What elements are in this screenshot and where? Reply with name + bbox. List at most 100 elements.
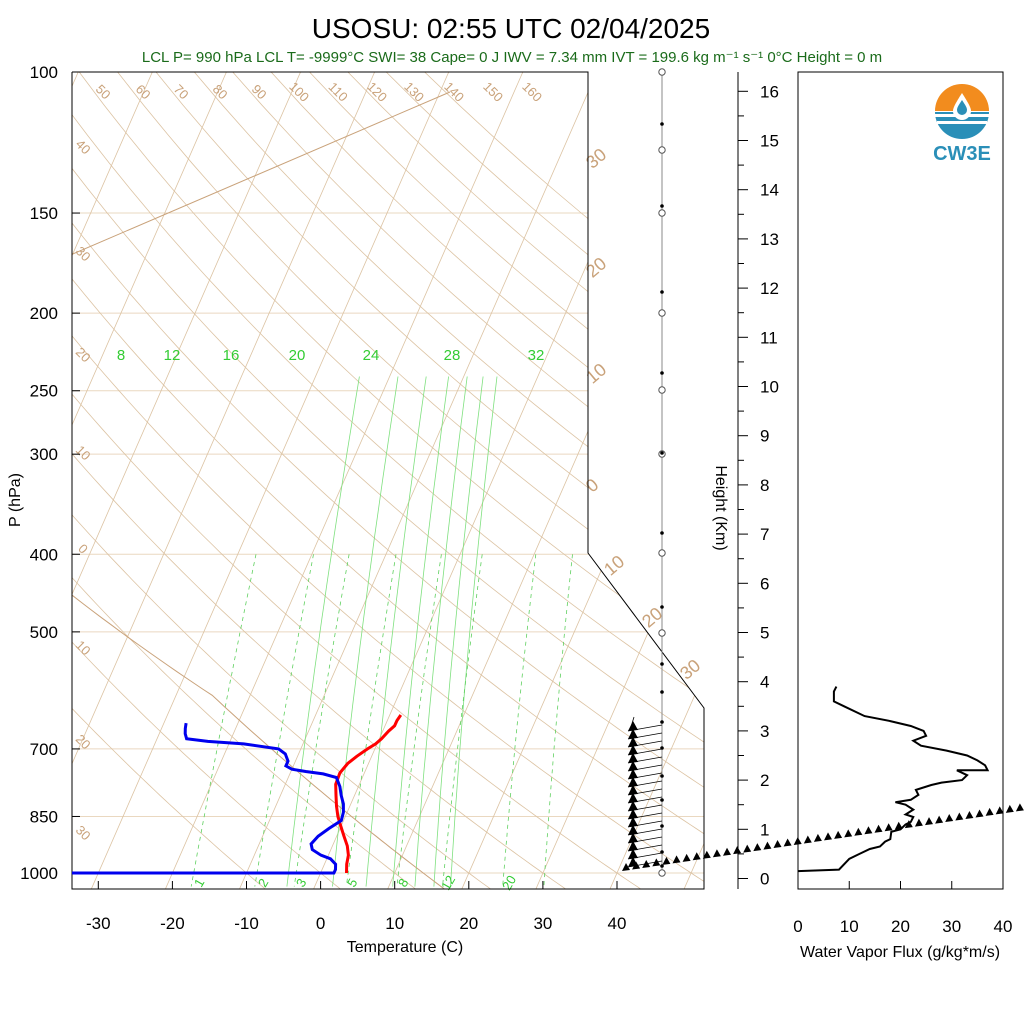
- level-dot: [660, 662, 664, 666]
- mixing-ratio-line: [433, 376, 484, 887]
- mixing-ratio-label: 28: [444, 347, 461, 364]
- wind-flag: [995, 806, 1004, 815]
- dry-adiabat-label: 60: [133, 81, 154, 102]
- mixing-ratio-dashed: [543, 554, 573, 887]
- pressure-tick-label: 1000: [20, 864, 58, 883]
- dry-adiabat-label: 120: [364, 79, 390, 105]
- dry-adiabat: [72, 72, 704, 889]
- mixing-ratio-label: 20: [499, 873, 519, 893]
- wind-flag: [1015, 803, 1024, 812]
- wind-flag: [628, 841, 638, 851]
- dry-adiabat-label: 160: [519, 79, 545, 105]
- height-tick-label: 5: [760, 624, 769, 643]
- dry-adiabat-label: 90: [249, 81, 270, 102]
- dry-adiabat: [72, 72, 704, 889]
- flux-frame: [797, 71, 1004, 890]
- wind-flag: [628, 729, 638, 739]
- temperature-tick-label: 30: [533, 914, 552, 933]
- wind-flag: [803, 835, 812, 844]
- isotherm-line: [535, 72, 704, 889]
- wind-barbs: [622, 68, 1024, 877]
- calm-circle: [658, 209, 666, 217]
- pressure-tick-label: 850: [30, 807, 58, 826]
- level-dot: [660, 798, 664, 802]
- height-tick-label: 13: [760, 230, 779, 249]
- mixing-ratio-line: [450, 376, 498, 887]
- wind-flag: [628, 721, 638, 731]
- mixing-ratio-line: [365, 376, 427, 887]
- wind-flag: [854, 827, 863, 836]
- mixing-ratio-label: 20: [289, 347, 306, 364]
- sounding-series: [72, 714, 403, 875]
- isotherm-line: [0, 72, 4, 890]
- wind-flag: [628, 761, 638, 771]
- wind-flag: [925, 817, 933, 826]
- mixing-ratio-dashed: [254, 554, 314, 887]
- height-axis-label: Height (Km): [712, 465, 729, 550]
- height-tick-label: 9: [760, 427, 769, 446]
- height-tick-label: 0: [760, 870, 769, 889]
- dewpoint-profile: [72, 722, 345, 875]
- isotherm-line: [72, 72, 301, 889]
- dry-adiabat: [78, 72, 704, 889]
- level-dot: [660, 531, 664, 535]
- mixing-ratio-label: 12: [438, 873, 458, 893]
- height-tick-label: 10: [760, 378, 779, 397]
- flux-tick-label: 20: [891, 917, 910, 936]
- wind-flag: [773, 840, 782, 849]
- height-tick-label: 7: [760, 525, 769, 544]
- cw3e-logo: CW3E: [933, 84, 991, 165]
- chart-subtitle: LCL P= 990 hPa LCL T= -9999°C SWI= 38 Ca…: [142, 49, 882, 66]
- wind-flag: [628, 753, 638, 763]
- isotherm-line: [312, 72, 672, 889]
- isotherm-label: 30: [582, 144, 610, 172]
- chart-title: USOSU: 02:55 UTC 02/04/2025: [312, 13, 710, 44]
- height-tick-label: 8: [760, 476, 769, 495]
- wind-flag: [955, 812, 964, 821]
- dry-adiabat: [72, 72, 704, 889]
- calm-circle: [658, 309, 666, 317]
- wind-flag: [682, 853, 691, 862]
- pressure-tick-label: 150: [30, 204, 58, 223]
- isotherm-label: 30: [676, 655, 704, 683]
- wind-flag: [628, 809, 638, 819]
- logo-text: CW3E: [933, 143, 991, 165]
- mixing-ratio-label: 16: [223, 347, 240, 364]
- wind-flag: [628, 801, 638, 811]
- dry-adiabat: [347, 72, 704, 889]
- skewt-grid: [0, 72, 704, 890]
- isotherm-line: [164, 72, 524, 889]
- height-tick-label: 2: [760, 771, 769, 790]
- height-tick-label: 12: [760, 279, 779, 298]
- dry-adiabat: [72, 72, 417, 889]
- dry-adiabat-label: 30: [73, 822, 94, 843]
- level-dot: [660, 204, 664, 208]
- dry-adiabat-label: 130: [401, 79, 427, 105]
- mixing-ratio-label: 24: [363, 347, 380, 364]
- dry-adiabat-label: 140: [441, 79, 467, 105]
- calm-circle: [658, 869, 666, 877]
- pressure-tick-label: 300: [30, 445, 58, 464]
- pressure-tick-label: 400: [30, 545, 58, 564]
- wind-flag: [628, 833, 638, 843]
- pressure-tick-label: 100: [30, 63, 58, 82]
- level-dot: [660, 824, 664, 828]
- temperature-tick-label: -10: [234, 914, 259, 933]
- mixing-ratio-dashed: [396, 554, 442, 887]
- wind-flag: [628, 793, 638, 803]
- dry-adiabat: [72, 72, 342, 889]
- isotherm-line: [72, 72, 153, 889]
- skewt-frame: [71, 71, 705, 890]
- mixing-ratio-label: 3: [293, 876, 310, 890]
- isotherm-line: [72, 72, 376, 889]
- calm-circle: [658, 146, 666, 154]
- mixing-ratio-line: [392, 376, 449, 887]
- wind-flag: [965, 810, 974, 819]
- wind-flag: [813, 833, 822, 842]
- mixing-ratio-dashed: [190, 554, 257, 887]
- wind-flag: [628, 745, 638, 755]
- dry-adiabat: [193, 72, 704, 889]
- height-tick-label: 3: [760, 722, 769, 741]
